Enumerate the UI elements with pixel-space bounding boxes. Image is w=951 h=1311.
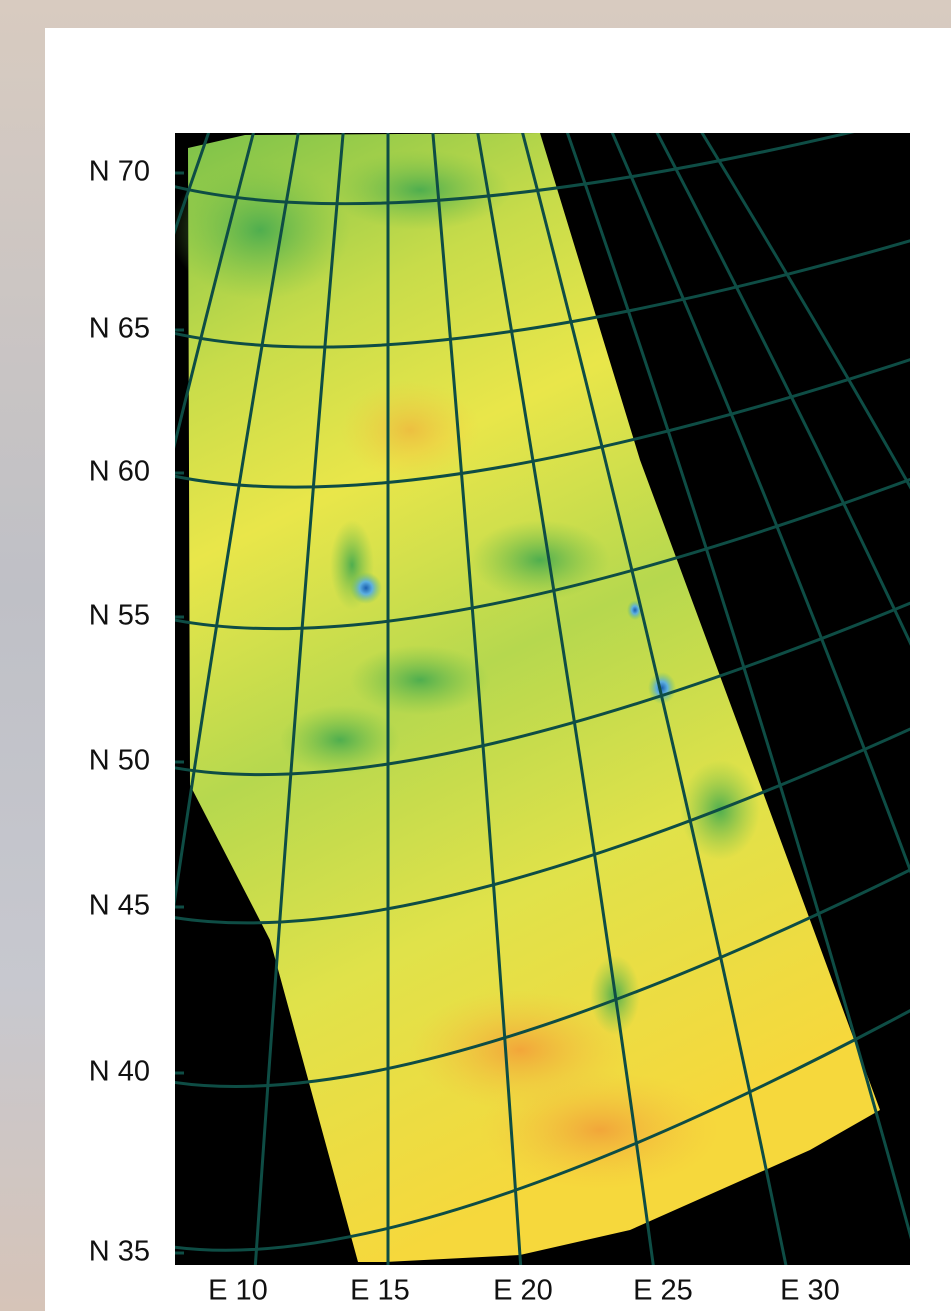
- map-figure: N 70 N 65 N 60 N 55 N 50 N 45 N 40 N 35 E 10 E 15…: [0, 0, 951, 1311]
- latitude-label: N 60: [89, 456, 150, 488]
- latitude-label: N 45: [89, 890, 150, 922]
- longitude-label: E 15: [350, 1275, 410, 1307]
- latitude-label: N 50: [89, 745, 150, 777]
- latitude-label: N 55: [89, 600, 150, 632]
- longitude-label: E 30: [780, 1275, 840, 1307]
- longitude-label: E 20: [493, 1275, 553, 1307]
- latitude-label: N 40: [89, 1056, 150, 1088]
- latitude-label: N 65: [89, 313, 150, 345]
- latitude-label: N 70: [89, 156, 150, 188]
- longitude-label: E 10: [208, 1275, 268, 1307]
- latitude-label: N 35: [89, 1236, 150, 1268]
- longitude-label: E 25: [633, 1275, 693, 1307]
